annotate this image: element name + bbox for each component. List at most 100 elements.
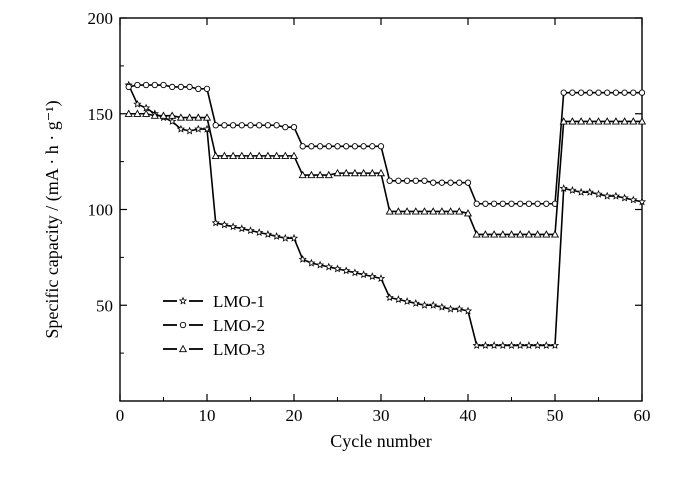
data-point bbox=[421, 177, 428, 184]
data-point bbox=[499, 200, 506, 207]
series-line bbox=[128, 112, 642, 236]
data-point bbox=[350, 168, 359, 177]
data-point bbox=[533, 230, 542, 238]
data-point bbox=[246, 226, 255, 235]
y-tick-label: 50 bbox=[96, 296, 113, 315]
data-point bbox=[620, 117, 629, 125]
data-point bbox=[402, 297, 412, 305]
series-layer bbox=[124, 80, 647, 349]
data-point bbox=[611, 191, 621, 200]
data-point bbox=[594, 189, 603, 198]
data-point bbox=[247, 122, 254, 129]
data-point bbox=[237, 224, 246, 233]
data-point bbox=[463, 306, 473, 315]
data-point bbox=[482, 200, 489, 207]
data-point bbox=[534, 200, 541, 207]
data-point bbox=[229, 122, 237, 129]
legend-marker bbox=[179, 321, 187, 329]
data-point bbox=[229, 151, 238, 159]
data-point bbox=[221, 122, 228, 129]
data-point bbox=[411, 207, 420, 215]
data-point bbox=[472, 230, 481, 238]
data-point bbox=[603, 191, 612, 200]
data-point bbox=[160, 81, 167, 89]
data-point bbox=[282, 124, 289, 131]
data-point bbox=[524, 230, 533, 238]
data-point bbox=[629, 195, 638, 204]
data-point bbox=[517, 200, 524, 207]
y-tick-label: 200 bbox=[88, 9, 114, 28]
data-point bbox=[455, 304, 464, 313]
data-point bbox=[481, 230, 490, 238]
series-line bbox=[127, 84, 643, 347]
data-point bbox=[621, 89, 628, 96]
data-point bbox=[429, 207, 438, 215]
data-point bbox=[211, 151, 220, 159]
data-point bbox=[264, 122, 272, 129]
data-point bbox=[360, 143, 367, 150]
data-point bbox=[263, 230, 273, 238]
data-point bbox=[289, 233, 299, 242]
data-point bbox=[630, 89, 637, 96]
data-point bbox=[124, 109, 133, 117]
data-point bbox=[290, 124, 298, 131]
y-tick-label: 150 bbox=[88, 105, 114, 124]
data-point bbox=[299, 143, 306, 150]
data-point bbox=[343, 143, 350, 150]
x-tick-label: 60 bbox=[634, 406, 651, 425]
data-point bbox=[490, 230, 499, 238]
data-point bbox=[211, 218, 220, 227]
data-point bbox=[125, 83, 132, 91]
legend-label: LMO-3 bbox=[213, 340, 265, 359]
data-point bbox=[238, 122, 245, 129]
data-point bbox=[507, 230, 516, 238]
data-point bbox=[420, 207, 429, 215]
data-point bbox=[212, 122, 219, 129]
data-point bbox=[159, 111, 168, 119]
data-point bbox=[369, 143, 376, 150]
data-point bbox=[194, 124, 203, 133]
data-point bbox=[298, 254, 307, 263]
x-tick-label: 20 bbox=[286, 406, 303, 425]
data-point bbox=[133, 99, 142, 108]
data-point bbox=[307, 258, 316, 267]
data-point bbox=[272, 151, 281, 159]
data-point bbox=[472, 341, 481, 349]
x-tick-label: 10 bbox=[199, 406, 216, 425]
data-point bbox=[168, 111, 177, 119]
data-point bbox=[386, 177, 393, 184]
data-point bbox=[447, 179, 454, 186]
data-point bbox=[220, 151, 229, 159]
data-point bbox=[281, 233, 290, 242]
data-point bbox=[359, 168, 368, 177]
data-point bbox=[202, 113, 212, 121]
data-point bbox=[359, 270, 368, 279]
x-tick-label: 30 bbox=[373, 406, 390, 425]
data-point bbox=[307, 170, 316, 179]
data-point bbox=[464, 179, 472, 186]
data-point bbox=[533, 341, 542, 349]
data-point bbox=[463, 209, 473, 217]
data-point bbox=[560, 89, 567, 96]
data-point bbox=[508, 200, 515, 207]
data-point bbox=[569, 89, 576, 96]
data-point bbox=[559, 117, 568, 125]
data-point bbox=[176, 124, 186, 133]
data-point bbox=[228, 222, 238, 231]
series-lmo-3 bbox=[124, 109, 647, 238]
data-point bbox=[498, 341, 507, 349]
data-point bbox=[542, 341, 551, 349]
data-point bbox=[385, 207, 394, 215]
data-point bbox=[377, 143, 385, 150]
legend-marker bbox=[178, 344, 188, 353]
data-point bbox=[333, 168, 342, 177]
data-point bbox=[134, 81, 141, 89]
data-point bbox=[151, 81, 158, 89]
data-point bbox=[263, 151, 272, 159]
data-point bbox=[620, 193, 629, 202]
data-point bbox=[525, 200, 533, 207]
data-point bbox=[456, 179, 463, 186]
data-point bbox=[185, 126, 194, 135]
legend-marker bbox=[178, 296, 188, 305]
